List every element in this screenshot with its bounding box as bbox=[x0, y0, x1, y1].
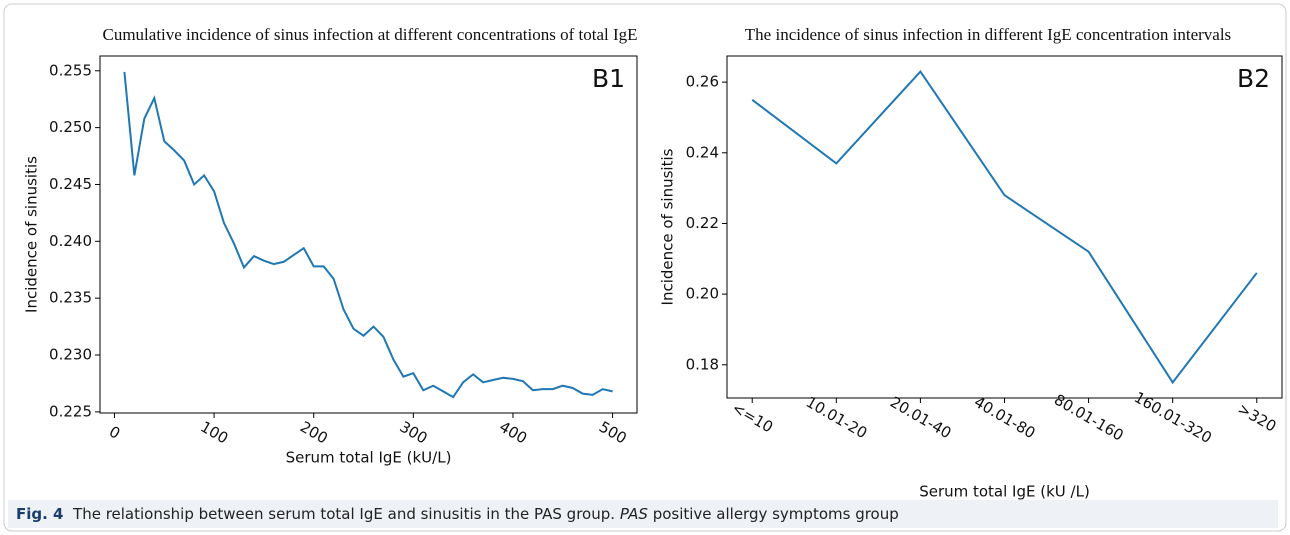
data-line bbox=[751, 69, 1258, 385]
x-axis-label: Serum total IgE (kU /L) bbox=[919, 483, 1090, 501]
y-tick-label: 0.18 bbox=[686, 355, 719, 373]
x-axis-label: Serum total IgE (kU/L) bbox=[286, 449, 452, 467]
x-tick-label: 300 bbox=[397, 418, 431, 448]
y-tick-label: 0.24 bbox=[686, 143, 719, 161]
y-tick-label: 0.20 bbox=[686, 285, 719, 303]
y-tick-label: 0.26 bbox=[686, 73, 719, 91]
caption-label: Fig. 4 bbox=[16, 505, 64, 523]
y-tick-label: 0.240 bbox=[49, 232, 92, 250]
y-axis-label: Incidence of sinusitis bbox=[23, 156, 41, 313]
panel-label: B1 bbox=[592, 64, 625, 93]
x-tick-label: 400 bbox=[496, 418, 530, 448]
y-axis-label: Incidence of sinusitis bbox=[659, 148, 677, 305]
x-tick-label: 200 bbox=[297, 418, 331, 448]
x-tick-label: 160.01-320 bbox=[1131, 388, 1215, 447]
caption: Fig. 4 The relationship between serum to… bbox=[8, 500, 1278, 528]
y-tick-label: 0.250 bbox=[49, 118, 92, 136]
y-tick-label: 0.255 bbox=[49, 61, 92, 79]
y-tick-label: 0.225 bbox=[49, 402, 92, 420]
plot-frame bbox=[726, 55, 1283, 399]
chart-title: Cumulative incidence of sinus infection … bbox=[102, 25, 637, 44]
caption-abbreviation: PAS bbox=[619, 505, 648, 523]
x-tick-label: 500 bbox=[596, 418, 630, 448]
caption-text: The relationship between serum total IgE… bbox=[73, 505, 616, 523]
panel-label: B2 bbox=[1237, 64, 1270, 93]
figure-border bbox=[3, 3, 1287, 532]
plot-frame bbox=[99, 55, 638, 414]
x-tick-label: 0 bbox=[106, 422, 123, 442]
x-tick-label: <=10 bbox=[729, 399, 776, 437]
y-tick-label: 0.245 bbox=[49, 175, 92, 193]
y-tick-label: 0.230 bbox=[49, 346, 92, 364]
y-tick-label: 0.235 bbox=[49, 289, 92, 307]
x-tick-label: 100 bbox=[197, 418, 231, 448]
data-line bbox=[123, 71, 613, 399]
x-tick-label: >320 bbox=[1235, 399, 1280, 435]
y-tick-label: 0.22 bbox=[686, 214, 719, 232]
caption-abbreviation-text: positive allergy symptoms group bbox=[652, 505, 899, 523]
chart-title: The incidence of sinus infection in diff… bbox=[745, 25, 1231, 44]
